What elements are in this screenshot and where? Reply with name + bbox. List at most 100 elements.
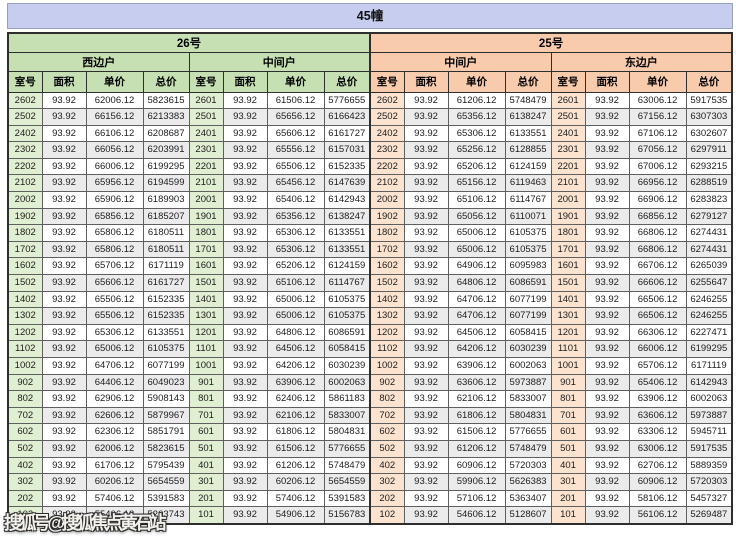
- table-row: 2602 93.92 62006.12 5823615 2601 93.92 61506.1…: [7, 91, 733, 110]
- area-cell: 93.92: [41, 191, 87, 209]
- total-price-cell: 5626383: [504, 473, 552, 491]
- unit-price-cell: 57106.12: [447, 489, 506, 508]
- room-number-cell: 2201: [188, 157, 224, 176]
- column-header-unit-price: 单价: [447, 70, 506, 93]
- room-number-cell: 2302: [7, 141, 43, 159]
- area-cell: 93.92: [41, 506, 87, 525]
- unit-price-cell: 66506.12: [628, 290, 687, 309]
- area-cell: 93.92: [222, 108, 268, 126]
- area-cell: 93.92: [222, 240, 268, 259]
- unit-price-cell: 66856.12: [628, 207, 687, 226]
- room-number-cell: 1901: [188, 207, 224, 226]
- unit-price-cell: 58106.12: [628, 489, 687, 508]
- unit-price-cell: 65206.12: [447, 157, 506, 176]
- area-cell: 93.92: [41, 124, 87, 143]
- total-price-cell: 6307303: [685, 108, 733, 126]
- area-cell: 93.92: [41, 108, 87, 126]
- unit-price-cell: 65406.12: [266, 191, 325, 209]
- total-price-cell: 5804831: [504, 406, 552, 425]
- total-price-cell: 5889359: [685, 456, 733, 475]
- total-price-cell: 5917535: [685, 91, 733, 110]
- unit-price-cell: 63906.12: [266, 373, 325, 392]
- unit-price-cell: 66156.12: [85, 108, 144, 126]
- area-cell: 93.92: [584, 257, 630, 276]
- room-number-cell: 1901: [550, 207, 586, 226]
- unit-price-cell: 61706.12: [85, 456, 144, 475]
- unit-price-cell: 66956.12: [628, 174, 687, 193]
- unit-price-cell: 60206.12: [266, 473, 325, 491]
- table-row: 802 93.92 62906.12 5908143 801 93.92 62406.12 5…: [7, 390, 733, 408]
- unit-price-cell: 65006.12: [266, 290, 325, 309]
- total-price-cell: 6208687: [142, 124, 190, 143]
- total-price-cell: 6293215: [685, 157, 733, 176]
- table-row: 2302 93.92 66056.12 6203991 2301 93.92 65556.1…: [7, 141, 733, 159]
- area-cell: 93.92: [41, 423, 87, 441]
- column-header-area: 面积: [403, 70, 449, 93]
- unit-price-cell: 57406.12: [85, 489, 144, 508]
- area-cell: 93.92: [584, 423, 630, 441]
- total-price-cell: 5720303: [504, 456, 552, 475]
- area-cell: 93.92: [222, 340, 268, 358]
- total-price-cell: 5973887: [685, 406, 733, 425]
- total-price-cell: 6105375: [504, 224, 552, 242]
- unit-price-cell: 66806.12: [628, 240, 687, 259]
- unit-price-cell: 66106.12: [85, 124, 144, 143]
- area-cell: 93.92: [403, 191, 449, 209]
- area-cell: 93.92: [403, 439, 449, 458]
- area-cell: 93.92: [222, 274, 268, 292]
- unit-price-cell: 65856.12: [85, 207, 144, 226]
- total-price-cell: 5203743: [142, 506, 190, 525]
- total-price-cell: 6105375: [323, 290, 371, 309]
- table-row: 1802 93.92 65806.12 6180511 1801 93.92 65306.1…: [7, 224, 733, 242]
- total-price-cell: 6199295: [142, 157, 190, 176]
- room-number-cell: 1602: [7, 257, 43, 276]
- total-price-cell: 5748479: [504, 439, 552, 458]
- area-cell: 93.92: [41, 207, 87, 226]
- unit-price-cell: 64406.12: [85, 373, 144, 392]
- building-25-header: 25号: [369, 32, 733, 53]
- room-number-cell: 702: [369, 406, 405, 425]
- unit-price-cell: 62306.12: [85, 423, 144, 441]
- total-price-cell: 6105375: [323, 307, 371, 325]
- unit-price-cell: 61806.12: [266, 423, 325, 441]
- area-cell: 93.92: [584, 274, 630, 292]
- total-price-cell: 6095983: [504, 257, 552, 276]
- room-number-cell: 1002: [369, 357, 405, 375]
- area-cell: 93.92: [41, 323, 87, 342]
- room-number-cell: 2101: [188, 174, 224, 193]
- total-price-cell: 6133551: [142, 323, 190, 342]
- room-number-cell: 1701: [550, 240, 586, 259]
- unit-price-cell: 63906.12: [447, 357, 506, 375]
- room-number-cell: 802: [369, 390, 405, 408]
- room-number-cell: 502: [7, 439, 43, 458]
- total-price-cell: 6255647: [685, 274, 733, 292]
- room-number-cell: 902: [7, 373, 43, 392]
- total-price-cell: 5908143: [142, 390, 190, 408]
- unit-price-cell: 65656.12: [266, 108, 325, 126]
- unit-price-cell: 63606.12: [628, 406, 687, 425]
- area-cell: 93.92: [222, 390, 268, 408]
- total-price-cell: 6274431: [685, 224, 733, 242]
- area-cell: 93.92: [584, 323, 630, 342]
- table-row: 1502 93.92 65606.12 6161727 1501 93.92 65106.1…: [7, 274, 733, 292]
- total-price-cell: 6138247: [323, 207, 371, 226]
- area-cell: 93.92: [41, 174, 87, 193]
- unit-price-cell: 57406.12: [266, 489, 325, 508]
- area-cell: 93.92: [584, 357, 630, 375]
- total-price-cell: 6133551: [323, 224, 371, 242]
- room-number-cell: 1702: [7, 240, 43, 259]
- area-cell: 93.92: [222, 423, 268, 441]
- table-row: 1202 93.92 65306.12 6133551 1201 93.92 64806.1…: [7, 323, 733, 342]
- column-header-area: 面积: [222, 70, 268, 93]
- total-price-cell: 6161727: [323, 124, 371, 143]
- unit-price-cell: 66606.12: [628, 274, 687, 292]
- room-number-cell: 901: [188, 373, 224, 392]
- room-number-cell: 1401: [550, 290, 586, 309]
- room-number-cell: 502: [369, 439, 405, 458]
- room-number-cell: 2502: [7, 108, 43, 126]
- unit-price-cell: 64806.12: [447, 274, 506, 292]
- total-price-cell: 5973887: [504, 373, 552, 392]
- area-cell: 93.92: [222, 373, 268, 392]
- total-price-cell: 6002063: [685, 390, 733, 408]
- total-price-cell: 6030239: [504, 340, 552, 358]
